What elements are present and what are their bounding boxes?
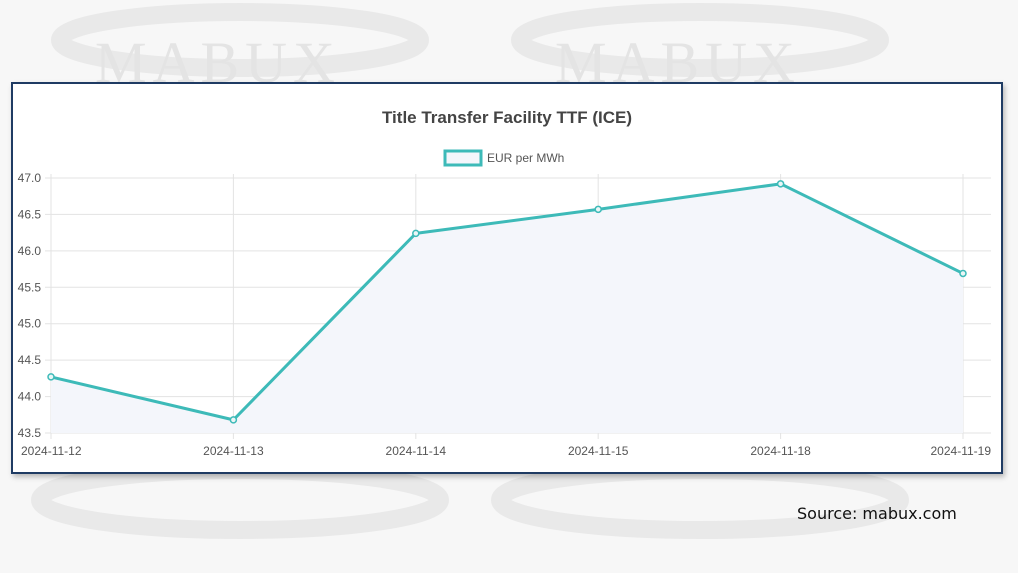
x-tick-label: 2024-11-13 (203, 444, 264, 458)
chart-panel: Title Transfer Facility TTF (ICE) EUR pe… (11, 82, 1003, 474)
data-point-2024-11-18 (776, 180, 785, 188)
series-area-fill (51, 183, 963, 433)
data-point-2024-11-12 (47, 373, 55, 381)
data-point-2024-11-13 (229, 416, 238, 424)
source-caption: Source: mabux.com (797, 504, 957, 523)
data-point-2024-11-15 (594, 205, 602, 214)
x-tick-label: 2024-11-19 (931, 444, 992, 458)
y-tick-label: 46.0 (18, 244, 42, 258)
y-tick-label: 47.0 (18, 171, 42, 185)
y-tick-label: 46.5 (18, 207, 42, 221)
y-tick-label: 45.5 (18, 280, 42, 294)
y-tick-label: 43.5 (18, 426, 42, 440)
chart-title: Title Transfer Facility TTF (ICE) (382, 108, 632, 127)
y-tick-label: 44.0 (18, 390, 42, 404)
data-point-2024-11-14 (412, 229, 420, 238)
data-point-2024-11-19 (959, 269, 967, 278)
series-line (50, 182, 964, 422)
ttf-line-chart: Title Transfer Facility TTF (ICE) EUR pe… (18, 108, 992, 458)
x-tick-label: 2024-11-18 (750, 444, 811, 458)
x-tick-label: 2024-11-12 (21, 444, 82, 458)
y-tick-label: 44.5 (18, 353, 42, 367)
legend-swatch (443, 149, 483, 167)
legend-label: EUR per MWh (487, 151, 564, 165)
y-tick-label: 45.0 (18, 317, 42, 331)
chart-legend: EUR per MWh (443, 149, 564, 167)
x-tick-label: 2024-11-15 (568, 444, 629, 458)
x-tick-label: 2024-11-14 (386, 444, 447, 458)
